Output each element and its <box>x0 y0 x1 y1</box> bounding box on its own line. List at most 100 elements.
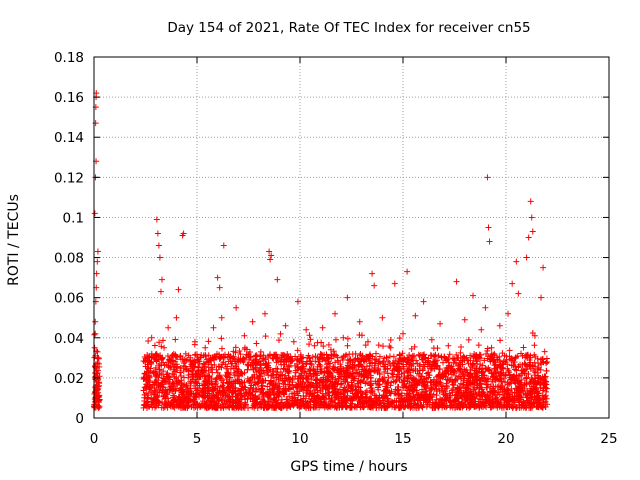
scatter-point <box>419 404 426 411</box>
scatter-point <box>409 354 416 361</box>
scatter-point <box>387 400 394 407</box>
scatter-point <box>347 396 354 403</box>
scatter-point <box>264 383 271 390</box>
scatter-point <box>286 385 293 392</box>
scatter-point <box>215 363 222 370</box>
scatter-point <box>515 290 522 297</box>
scatter-point <box>264 404 271 411</box>
scatter-point <box>347 385 354 392</box>
scatter-point <box>523 363 530 370</box>
scatter-point <box>445 359 452 366</box>
scatter-point <box>496 322 503 329</box>
scatter-point <box>281 390 288 397</box>
scatter-point <box>473 376 480 383</box>
scatter-point <box>398 399 405 406</box>
scatter-point <box>218 314 225 321</box>
scatter-point <box>529 403 536 410</box>
scatter-point <box>518 404 525 411</box>
scatter-point <box>348 384 355 391</box>
y-tick-label: 0.02 <box>54 371 84 387</box>
scatter-point <box>513 403 520 410</box>
scatter-point <box>431 377 438 384</box>
scatter-point <box>400 377 407 384</box>
scatter-point <box>424 359 431 366</box>
scatter-point <box>168 358 175 365</box>
scatter-point <box>244 375 251 382</box>
scatter-point <box>146 374 153 381</box>
scatter-point <box>538 294 545 301</box>
scatter-point <box>226 374 233 381</box>
scatter-point <box>421 351 428 358</box>
y-tick-label: 0.04 <box>54 331 84 347</box>
scatter-point <box>409 379 416 386</box>
scatter-point <box>483 381 490 388</box>
scatter-point <box>539 355 546 362</box>
scatter-point <box>410 400 417 407</box>
scatter-point <box>273 371 280 378</box>
scatter-point <box>246 389 253 396</box>
y-axis-label: ROTI / TECUs <box>6 194 22 286</box>
scatter-point <box>316 379 323 386</box>
scatter-point <box>516 389 523 396</box>
scatter-point <box>542 374 549 381</box>
scatter-point <box>474 380 481 387</box>
scatter-point <box>363 374 370 381</box>
scatter-point <box>391 360 398 367</box>
scatter-point <box>476 365 483 372</box>
scatter-point <box>337 361 344 368</box>
scatter-point <box>220 359 227 366</box>
scatter-point <box>332 386 339 393</box>
scatter-point <box>274 276 281 283</box>
scatter-point <box>201 363 208 370</box>
scatter-point <box>278 396 285 403</box>
scatter-point <box>280 365 287 372</box>
scatter-point <box>92 318 99 325</box>
scatter-point <box>531 359 538 366</box>
scatter-point <box>215 389 222 396</box>
scatter-point <box>156 366 163 373</box>
scatter-point <box>502 379 509 386</box>
y-tick-label: 0.08 <box>54 251 84 267</box>
scatter-point <box>247 354 254 361</box>
scatter-point <box>325 368 332 375</box>
scatter-point <box>487 404 494 411</box>
scatter-point <box>413 377 420 384</box>
scatter-point <box>144 354 151 361</box>
scatter-point <box>396 360 403 367</box>
scatter-point <box>279 371 286 378</box>
scatter-point <box>380 394 387 401</box>
scatter-point <box>193 351 200 358</box>
scatter-point <box>191 338 198 345</box>
scatter-point <box>293 360 300 367</box>
scatter-point <box>380 343 387 350</box>
scatter-point <box>174 363 181 370</box>
scatter-point <box>323 384 330 391</box>
scatter-point <box>373 404 380 411</box>
scatter-point <box>470 292 477 299</box>
scatter-point <box>146 403 153 410</box>
scatter-point <box>205 338 212 345</box>
scatter-point <box>357 371 364 378</box>
scatter-point <box>223 365 230 372</box>
scatter-point <box>528 214 535 221</box>
scatter-point <box>405 387 412 394</box>
scatter-point <box>512 354 519 361</box>
scatter-point <box>451 356 458 363</box>
scatter-point <box>299 366 306 373</box>
scatter-point <box>367 368 374 375</box>
scatter-point <box>423 393 430 400</box>
scatter-point <box>164 370 171 377</box>
scatter-point <box>208 361 215 368</box>
scatter-point <box>466 404 473 411</box>
scatter-point <box>396 335 403 342</box>
scatter-point <box>94 386 101 393</box>
scatter-point <box>401 380 408 387</box>
scatter-point <box>375 398 382 405</box>
scatter-point <box>302 374 309 381</box>
scatter-point <box>510 359 517 366</box>
scatter-point <box>423 379 430 386</box>
scatter-point <box>302 368 309 375</box>
scatter-point <box>486 367 493 374</box>
scatter-point <box>223 373 230 380</box>
scatter-point <box>308 379 315 386</box>
